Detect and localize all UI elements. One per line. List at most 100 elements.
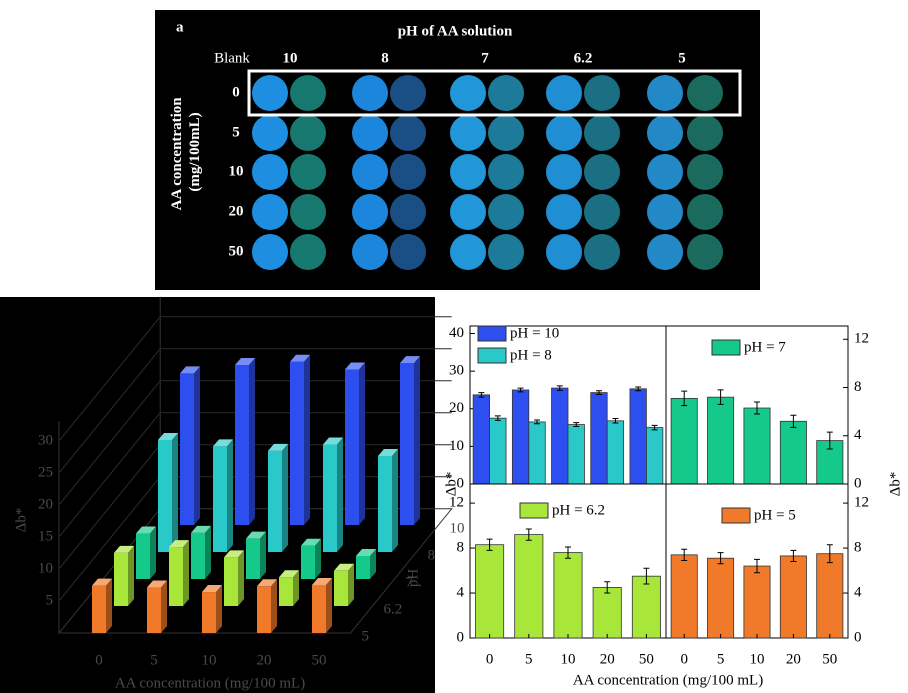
y-tick-label: 15: [38, 528, 53, 544]
bar-top: [114, 545, 134, 553]
well-blank: [352, 75, 388, 111]
well-sample: [390, 115, 426, 151]
legend-label: pH = 7: [744, 339, 786, 355]
bar: [629, 388, 647, 485]
well-blank: [647, 194, 683, 230]
well-sample: [488, 154, 524, 190]
bar-side: [249, 358, 255, 525]
y-tick-label: 5: [46, 592, 54, 608]
bar-front: [323, 444, 337, 552]
depth-label: 7: [406, 574, 414, 590]
x-tick-label: 5: [525, 651, 533, 667]
well-sample: [584, 115, 620, 151]
well-blank: [546, 154, 582, 190]
well-sample: [687, 75, 723, 111]
well-blank: [546, 115, 582, 151]
well-sample: [584, 234, 620, 270]
error-bar: [717, 552, 724, 565]
bar: [707, 557, 735, 639]
y-tick-label: 20: [449, 400, 464, 416]
bar: [590, 392, 608, 485]
error-bar: [494, 415, 501, 421]
blank-label: Blank: [214, 50, 250, 66]
bar-front: [334, 570, 348, 606]
y-tick-label: 12: [854, 495, 869, 511]
y-tick-label: 8: [457, 540, 465, 556]
bar-top: [246, 531, 266, 539]
bar-top: [334, 563, 354, 571]
well-sample: [687, 194, 723, 230]
legend-label: pH = 8: [510, 347, 552, 363]
legend-swatch: [519, 502, 549, 519]
well-blank: [252, 234, 288, 270]
well-blank: [352, 154, 388, 190]
bar: [567, 424, 585, 485]
error-bar: [595, 390, 602, 395]
photo-ylabel: AA concentration (mg/100mL): [169, 94, 203, 211]
bar-top: [356, 548, 376, 556]
bar-side: [128, 545, 134, 606]
well-sample: [390, 154, 426, 190]
well-blank: [252, 194, 288, 230]
y-tick-label: 0: [457, 475, 465, 491]
bar-side: [216, 585, 222, 633]
y-tick-label: 10: [449, 438, 464, 454]
photo-ylabel-line: (mg/100mL): [187, 112, 203, 191]
bar: [646, 427, 664, 485]
error-bar: [525, 528, 532, 541]
y-axis-label: Δb*: [13, 508, 29, 533]
x-tick-label: 0: [486, 651, 494, 667]
bar-top: [235, 358, 255, 365]
x-tick-label: 50: [822, 651, 837, 667]
well-sample: [390, 75, 426, 111]
bar: [475, 544, 505, 639]
bar-front: [246, 538, 260, 579]
error-bar: [573, 422, 580, 427]
bar-side: [337, 437, 343, 552]
bar-top: [345, 362, 365, 370]
well-blank: [252, 115, 288, 151]
well-blank: [450, 154, 486, 190]
z-axis-label: pH: [405, 569, 421, 588]
error-bar: [681, 390, 688, 407]
y-tick-label: 4: [854, 584, 862, 600]
photo-title: pH of AA solution: [398, 23, 513, 39]
error-bar: [790, 549, 797, 563]
bar: [779, 555, 807, 639]
bar: [472, 394, 490, 485]
well-sample: [488, 234, 524, 270]
grid-line: [58, 316, 452, 442]
bar-side: [282, 443, 288, 552]
row-label: 50: [229, 243, 244, 259]
well-blank: [450, 194, 486, 230]
y-tick-label: 12: [854, 331, 869, 347]
row-label: 5: [232, 124, 240, 140]
bar: [631, 575, 661, 639]
error-bar: [754, 558, 760, 574]
y-axis-label: Δb*: [443, 472, 459, 497]
x-tick-label: 20: [600, 651, 615, 667]
bar-side: [392, 449, 398, 552]
well-sample: [687, 115, 723, 151]
well-sample: [290, 115, 326, 151]
bar-front: [279, 577, 293, 606]
photo-ylabel-line: AA concentration: [169, 97, 185, 211]
bar-front: [169, 547, 183, 606]
y-tick-label: 0: [854, 629, 862, 645]
well-blank: [352, 234, 388, 270]
bar-top: [301, 538, 321, 546]
x-tick-label: 50: [639, 651, 654, 667]
panel-label: a: [176, 19, 184, 35]
x-axis-label: AA concentration (mg/100 mL): [115, 675, 305, 691]
bar: [551, 387, 569, 485]
legend-swatch: [711, 339, 741, 356]
well-blank: [647, 154, 683, 190]
bar-top: [378, 449, 398, 456]
bar-front: [235, 365, 249, 525]
x-tick-label: 50: [312, 652, 327, 668]
bar-front: [180, 373, 194, 525]
bar-top: [147, 580, 167, 588]
x-tick-label: 10: [561, 651, 576, 667]
bar-side: [194, 366, 200, 525]
